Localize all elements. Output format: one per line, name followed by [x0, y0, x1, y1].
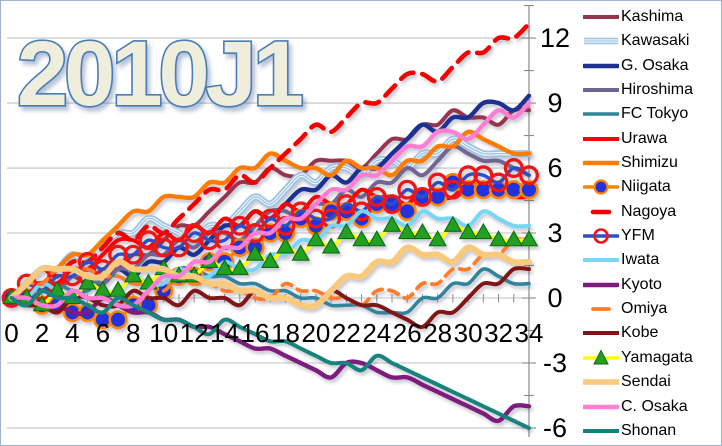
legend-label: Iwata	[621, 251, 660, 269]
legend-item-yfm: YFM	[583, 225, 721, 247]
legend-item-sendai: Sendai	[583, 371, 721, 393]
x-tick-label: 4	[65, 318, 79, 348]
series-shonan	[9, 288, 531, 430]
legend-swatch-yfm-line-icon	[583, 228, 619, 244]
legend-label: Shonan	[621, 421, 677, 439]
y-tick-label: 0	[547, 283, 562, 313]
legend-swatch-niigata-line-icon	[583, 179, 619, 196]
legend-swatch-urawa-line-icon	[583, 136, 619, 141]
x-tick-label: 28	[423, 318, 452, 348]
legend-item-omiya: Omiya	[583, 298, 721, 320]
legend-label: Yamagata	[621, 348, 693, 366]
series-sendai	[8, 244, 532, 310]
legend-label: Nagoya	[621, 202, 677, 220]
legend-swatch-kawasaki-line-icon	[584, 38, 618, 45]
series-kawasaki	[8, 135, 533, 302]
legend-item-niigata: Niigata	[583, 176, 721, 198]
y-axis-labels: 12 9 6 3 0 -3 -6	[540, 23, 570, 443]
legend-item-shonan: Shonan	[583, 420, 721, 442]
series-nagoya	[9, 21, 532, 301]
x-tick-label: 34	[515, 318, 544, 348]
x-tick-label: 2	[35, 318, 49, 348]
chart-legend: Kashima Kawasaki G. Osaka Hiroshima FC Tokyo…	[583, 6, 721, 442]
legend-swatch-kyoto-line-icon	[583, 282, 619, 287]
legend-swatch-shonan-line-icon	[583, 428, 619, 433]
legend-item-c-osaka: C. Osaka	[583, 396, 721, 418]
x-tick-label: 30	[454, 318, 483, 348]
x-tick-label: 20	[301, 318, 330, 348]
x-tick-label: 18	[271, 318, 300, 348]
legend-swatch-c-osaka-line-icon	[583, 404, 619, 409]
x-tick-label: 16	[241, 318, 270, 348]
legend-label: Omiya	[621, 300, 668, 318]
legend-label: Sendai	[621, 373, 671, 391]
series-shimizu	[9, 129, 532, 301]
legend-label: YFM	[621, 227, 655, 245]
legend-swatch-sendai-line-icon	[583, 379, 619, 385]
y-tick-label: 9	[547, 88, 562, 118]
x-tick-label: 14	[210, 318, 239, 348]
legend-label: Shimizu	[621, 154, 678, 172]
legend-label: Kobe	[621, 324, 659, 342]
legend-label: C. Osaka	[621, 397, 688, 415]
legend-item-kobe: Kobe	[583, 322, 721, 344]
x-tick-label: 0	[4, 318, 18, 348]
x-tick-label: 8	[126, 318, 140, 348]
legend-item-hiroshima: Hiroshima	[583, 79, 721, 101]
x-tick-label: 10	[149, 318, 178, 348]
x-tick-label: 24	[362, 318, 391, 348]
legend-item-kawasaki: Kawasaki	[583, 30, 721, 52]
legend-item-shimizu: Shimizu	[583, 152, 721, 174]
legend-item-fc-tokyo: FC Tokyo	[583, 103, 721, 125]
x-tick-label: 26	[393, 318, 422, 348]
legend-swatch-kobe-line-icon	[583, 331, 619, 336]
legend-item-kyoto: Kyoto	[583, 274, 721, 296]
legend-label: Kashima	[621, 8, 684, 25]
y-tick-label: 12	[540, 23, 570, 53]
series-c-osaka	[9, 100, 532, 309]
y-tick-label: -6	[543, 413, 567, 443]
y-tick-label: -3	[543, 348, 567, 378]
legend-item-g-osaka: G. Osaka	[583, 55, 721, 77]
legend-label: Urawa	[621, 129, 668, 147]
x-tick-label: 32	[484, 318, 513, 348]
legend-item-kashima: Kashima	[583, 6, 721, 28]
series-lines	[1, 21, 539, 430]
legend-swatch-yamagata-line-icon	[583, 349, 619, 365]
legend-label: G. Osaka	[621, 56, 689, 74]
y-tick-label: 6	[547, 153, 562, 183]
legend-item-urawa: Urawa	[583, 128, 721, 150]
legend-swatch-hiroshima-line-icon	[583, 88, 619, 93]
legend-swatch-iwata-line-icon	[583, 258, 619, 263]
legend-swatch-g-osaka-line-icon	[583, 63, 619, 68]
legend-swatch-fc-tokyo-line-icon	[583, 112, 619, 117]
x-axis-labels: 0 2 4 6 8 10 12 14 16 18 20 22 24 26 28 30 32 34	[4, 318, 543, 348]
x-tick-label: 6	[96, 318, 110, 348]
legend-label: Hiroshima	[621, 81, 694, 99]
legend-label: Niigata	[621, 178, 671, 196]
legend-item-yamagata: Yamagata	[583, 347, 721, 369]
legend-label: Kyoto	[621, 275, 662, 293]
y-tick-label: 3	[547, 218, 562, 248]
legend-swatch-shimizu-line-icon	[583, 160, 619, 166]
series-kyoto	[9, 295, 532, 424]
legend-label: Kawasaki	[621, 32, 690, 50]
legend-swatch-kashima-line-icon	[583, 15, 619, 19]
legend-item-iwata: Iwata	[583, 249, 721, 271]
legend-item-nagoya: Nagoya	[583, 201, 721, 223]
x-tick-label: 22	[332, 318, 361, 348]
legend-swatch-nagoya-line-icon	[590, 209, 612, 215]
x-tick-label: 12	[180, 318, 209, 348]
legend-swatch-omiya-line-icon	[591, 307, 611, 312]
legend-label: FC Tokyo	[621, 105, 689, 123]
